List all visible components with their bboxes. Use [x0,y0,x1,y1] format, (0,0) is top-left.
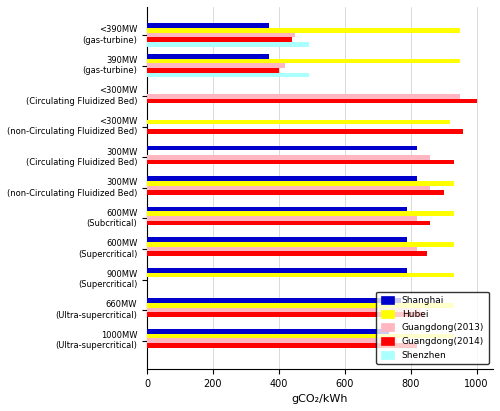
Bar [147,338,398,343]
Bar [147,129,464,134]
Bar [147,298,401,303]
Bar [147,59,460,63]
Bar [147,221,430,225]
Bar [147,181,454,185]
Legend: Shanghai, Hubei, Guangdong(2013), Guangdong(2014), Shenzhen: Shanghai, Hubei, Guangdong(2013), Guangd… [376,291,488,364]
Bar [147,28,460,33]
Bar [147,329,390,334]
Bar [147,33,296,37]
Bar [147,42,308,47]
Bar [147,185,430,190]
Bar [147,159,454,164]
Bar [147,268,407,272]
Bar [147,343,417,348]
Bar [147,155,430,159]
Bar [147,190,444,195]
Bar [147,303,454,308]
Bar [147,237,407,242]
X-axis label: gCO₂/kWh: gCO₂/kWh [292,394,348,404]
Bar [147,247,417,251]
Bar [147,242,454,247]
Bar [147,251,427,256]
Bar [147,73,308,77]
Bar [147,37,292,42]
Bar [147,334,454,338]
Bar [147,312,424,317]
Bar [147,145,417,150]
Bar [147,23,269,28]
Bar [147,99,476,103]
Bar [147,207,407,211]
Bar [147,63,286,68]
Bar [147,211,454,216]
Bar [147,120,450,125]
Bar [147,272,454,277]
Bar [147,94,460,99]
Bar [147,176,417,181]
Bar [147,216,417,221]
Bar [147,68,279,73]
Bar [147,54,269,59]
Bar [147,308,420,312]
